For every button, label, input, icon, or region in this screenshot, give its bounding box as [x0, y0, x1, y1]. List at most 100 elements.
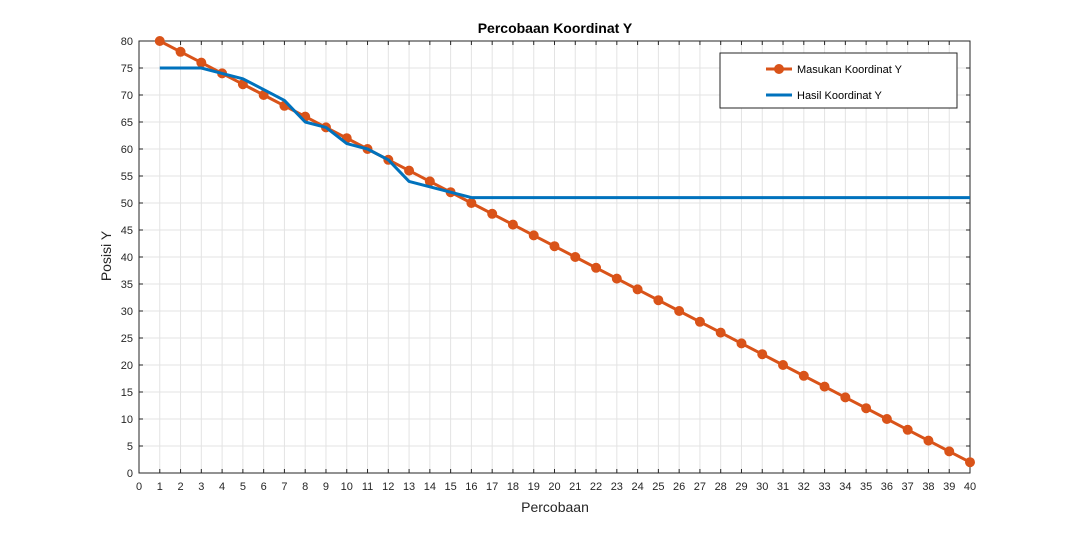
- x-tick-label: 32: [798, 481, 810, 493]
- legend-box: [719, 52, 958, 109]
- x-tick-label: 0: [136, 481, 142, 493]
- x-tick-label: 18: [507, 481, 519, 493]
- y-tick-label: 15: [121, 387, 133, 399]
- x-tick-label: 33: [818, 481, 830, 493]
- data-point-masukan: [881, 414, 892, 424]
- x-tick-label: 31: [777, 481, 789, 493]
- data-point-masukan: [466, 198, 477, 208]
- y-tick-label: 25: [121, 333, 133, 345]
- data-point-masukan: [736, 338, 747, 349]
- data-point-masukan: [653, 295, 664, 306]
- x-tick-label: 35: [860, 481, 872, 493]
- data-point-masukan: [404, 165, 415, 176]
- x-tick-label: 19: [528, 481, 540, 493]
- y-tick-label: 10: [121, 414, 133, 426]
- x-tick-label: 25: [652, 481, 664, 493]
- x-tick-label: 11: [362, 481, 373, 493]
- x-tick-label: 1: [157, 481, 163, 493]
- data-point-masukan: [902, 424, 913, 435]
- data-point-masukan: [840, 392, 851, 403]
- legend-label-masukan: Masukan Koordinat Y: [797, 64, 903, 76]
- y-tick-label: 55: [121, 171, 133, 183]
- x-tick-label: 10: [341, 481, 353, 493]
- x-tick-label: 22: [590, 481, 602, 493]
- y-tick-label: 0: [127, 468, 133, 480]
- x-tick-label: 14: [424, 481, 436, 493]
- x-tick-label: 30: [756, 481, 768, 493]
- x-tick-label: 36: [881, 481, 893, 493]
- data-point-masukan: [798, 370, 809, 381]
- x-tick-label: 28: [715, 481, 727, 493]
- data-point-masukan: [549, 241, 560, 252]
- data-point-masukan: [861, 403, 872, 414]
- legend-label-hasil: Hasil Koordinat Y: [797, 90, 882, 102]
- series-line-hasil: [159, 66, 970, 200]
- data-point-masukan: [944, 446, 955, 457]
- x-tick-label: 2: [177, 481, 183, 493]
- x-tick-label: 34: [839, 481, 851, 493]
- data-point-masukan: [923, 435, 934, 446]
- y-tick-label: 65: [121, 117, 133, 129]
- y-tick-label: 40: [121, 252, 133, 264]
- data-point-masukan: [778, 360, 789, 370]
- x-tick-label: 12: [382, 481, 394, 493]
- data-point-masukan: [528, 230, 539, 241]
- data-point-masukan: [674, 306, 685, 316]
- data-point-masukan: [632, 284, 643, 295]
- data-point-masukan: [757, 349, 768, 360]
- y-axis-title: Posisi Y: [98, 230, 114, 281]
- data-point-masukan: [965, 457, 975, 468]
- grid: [138, 40, 971, 474]
- data-point-masukan: [196, 57, 207, 68]
- y-tick-label: 80: [121, 36, 133, 48]
- data-point-masukan: [175, 46, 186, 57]
- x-tick-label: 26: [673, 481, 685, 493]
- x-tick-label: 15: [445, 481, 457, 493]
- axes-box: [138, 40, 971, 474]
- x-tick-label: 8: [302, 481, 308, 493]
- y-tick-label: 75: [121, 63, 133, 75]
- x-tick-label: 21: [569, 481, 581, 493]
- y-tick-label: 60: [121, 144, 133, 156]
- data-point-masukan: [487, 208, 498, 219]
- data-point-masukan: [694, 316, 705, 327]
- x-tick-label: 9: [323, 481, 329, 493]
- x-tick-label: 24: [631, 481, 643, 493]
- x-tick-label: 40: [964, 481, 976, 493]
- x-tick-label: 13: [403, 481, 415, 493]
- y-tick-label: 30: [121, 306, 133, 318]
- data-point-masukan: [591, 262, 602, 273]
- x-tick-label: 17: [486, 481, 498, 493]
- chart-title: Percobaan Koordinat Y: [478, 20, 633, 36]
- x-axis-title: Percobaan: [521, 499, 589, 515]
- series-layer: [154, 36, 975, 468]
- x-tick-label: 37: [902, 481, 914, 493]
- x-tick-label: 39: [943, 481, 955, 493]
- x-tick-label: 5: [240, 481, 246, 493]
- x-tick-label: 16: [465, 481, 477, 493]
- x-tick-label: 29: [735, 481, 747, 493]
- y-tick-label: 50: [121, 198, 133, 210]
- x-tick-label: 23: [611, 481, 623, 493]
- legend-marker-masukan: [774, 64, 784, 74]
- y-tick-label: 5: [127, 441, 133, 453]
- data-point-masukan: [570, 252, 581, 262]
- x-tick-label: 20: [548, 481, 560, 493]
- y-tick-label: 35: [121, 279, 133, 291]
- y-tick-label: 70: [121, 90, 133, 102]
- data-point-masukan: [715, 327, 726, 338]
- data-point-masukan: [154, 36, 165, 46]
- legend: Masukan Koordinat Y Hasil Koordinat Y: [719, 52, 958, 109]
- x-tick-label: 3: [198, 481, 204, 493]
- y-tick-label: 20: [121, 360, 133, 372]
- axes: 0 1 2 3 4 5 6 7 8 9 10 11 12 13 14 15 16 17 18 19 20 21 22 23 24…: [121, 36, 976, 493]
- data-point-masukan: [819, 381, 830, 392]
- x-tick-label: 7: [281, 481, 287, 493]
- y-tick-label: 45: [121, 225, 133, 237]
- x-tick-label: 4: [219, 481, 225, 493]
- x-tick-label: 27: [694, 481, 706, 493]
- x-tick-label: 38: [922, 481, 934, 493]
- data-point-masukan: [611, 273, 622, 284]
